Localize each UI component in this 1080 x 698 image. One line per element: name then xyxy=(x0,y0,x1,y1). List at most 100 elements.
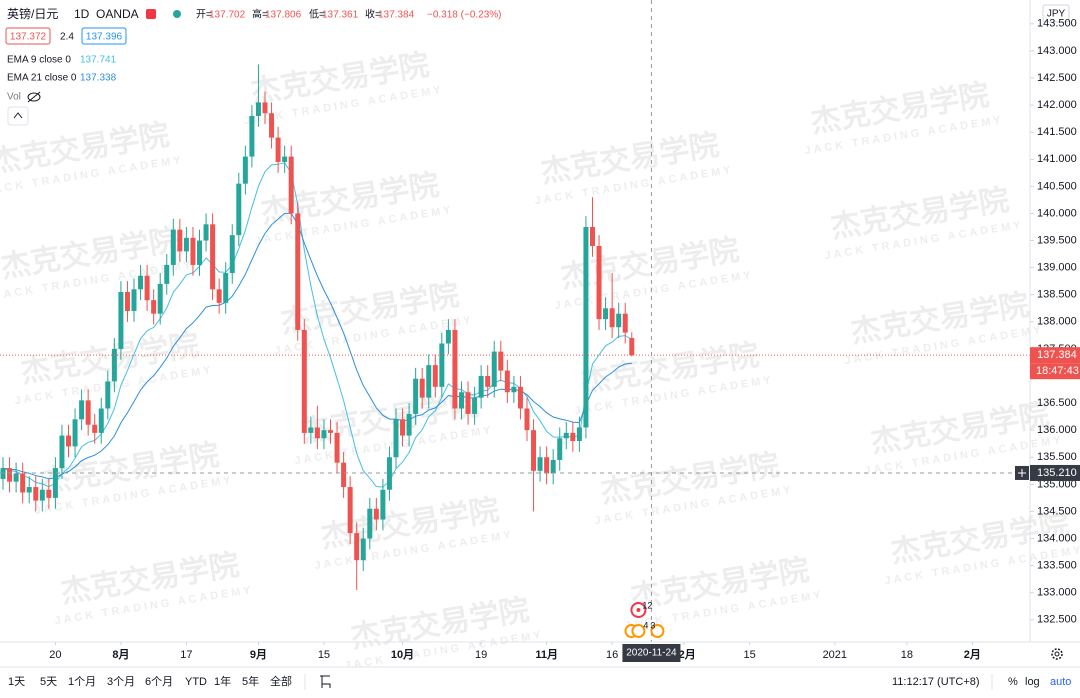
y-tick-label: 138.000 xyxy=(1037,316,1077,328)
range-button[interactable]: 1年 xyxy=(214,674,231,688)
candle-body xyxy=(563,432,569,439)
flag-icon[interactable] xyxy=(146,9,156,19)
last-price: 137.384 xyxy=(1037,349,1077,361)
x-tick-label: 2月 xyxy=(964,648,981,661)
x-tick-label: 16 xyxy=(606,649,618,661)
option[interactable]: auto xyxy=(1050,676,1071,688)
candle-body xyxy=(557,438,563,460)
y-tick-label: 143.000 xyxy=(1037,45,1077,57)
y-tick-label: 142.500 xyxy=(1037,72,1077,84)
candle-body xyxy=(39,489,45,501)
last-price-tag xyxy=(1030,347,1080,364)
ema-line xyxy=(2,212,632,480)
volume-label: Vol xyxy=(7,92,21,103)
candle-body xyxy=(445,329,451,344)
hidden-eye-icon[interactable] xyxy=(27,91,41,103)
candle-body xyxy=(79,400,85,420)
candle-body xyxy=(164,264,170,284)
event-marker[interactable] xyxy=(650,624,665,638)
bid-box[interactable] xyxy=(5,27,51,45)
y-tick-label: 141.000 xyxy=(1037,153,1077,165)
candle-body xyxy=(314,427,320,439)
event-marker[interactable] xyxy=(631,624,646,638)
x-tick-label: 9月 xyxy=(250,648,267,661)
candle-body xyxy=(406,413,412,436)
settings-icon[interactable] xyxy=(1051,648,1063,660)
candle-body xyxy=(13,473,19,482)
candle-body xyxy=(269,113,275,138)
x-tick-label: 19 xyxy=(475,649,487,661)
candle-body xyxy=(33,487,39,501)
candle-body xyxy=(426,365,432,398)
candle-body xyxy=(570,432,576,442)
y-tick-label: 139.000 xyxy=(1037,262,1077,274)
candle-body xyxy=(452,329,458,409)
event-dot xyxy=(636,608,641,612)
candle-body xyxy=(216,289,222,303)
x-tick-label: 20 xyxy=(49,649,61,661)
candle-body xyxy=(629,337,635,356)
candle-body xyxy=(537,457,543,471)
option[interactable]: log xyxy=(1025,676,1040,688)
candle-body xyxy=(491,351,497,387)
candle-body xyxy=(118,292,124,349)
clock: 11:12:17 (UTC+8) xyxy=(892,676,980,688)
range-button[interactable]: 3个月 xyxy=(107,675,135,688)
ask-box[interactable] xyxy=(81,27,127,45)
candle-body xyxy=(347,487,353,534)
range-button[interactable]: 5年 xyxy=(242,674,259,688)
ema-line xyxy=(2,162,633,488)
candle-body xyxy=(249,115,255,157)
y-tick-label: 143.500 xyxy=(1037,18,1077,30)
option[interactable]: % xyxy=(1008,676,1018,688)
y-tick-label: 141.500 xyxy=(1037,126,1077,138)
candle-body xyxy=(603,308,609,320)
interval: 1D xyxy=(74,7,90,21)
collapse-button[interactable] xyxy=(7,106,29,126)
candle-body xyxy=(177,229,183,252)
change: −0.318 (−0.23%) xyxy=(427,10,502,21)
candle-body xyxy=(465,392,471,414)
candle-body xyxy=(92,424,98,433)
range-button[interactable]: 全部 xyxy=(270,674,292,688)
candle-body xyxy=(203,224,209,241)
candle-body xyxy=(576,427,582,442)
event-count: 3 xyxy=(650,620,655,630)
candle-body xyxy=(308,427,314,433)
ohlc-label: 开= xyxy=(196,10,212,21)
candle-body xyxy=(210,224,216,290)
candle-body xyxy=(341,462,347,488)
y-tick-label: 135.500 xyxy=(1037,451,1077,463)
range-button[interactable]: 6个月 xyxy=(145,675,173,688)
candle-body xyxy=(504,370,510,393)
candle-body xyxy=(393,419,399,458)
goto-date-icon[interactable] xyxy=(320,675,331,688)
legend-header: 英镑/日元 1D OANDA 开= 137.702 高= 137.806 低= … xyxy=(5,6,502,126)
candle-body xyxy=(229,235,235,274)
y-tick-label: 132.500 xyxy=(1037,614,1077,626)
candle-body xyxy=(242,156,248,184)
candle-body xyxy=(544,457,550,474)
candle-body xyxy=(131,289,137,311)
range-button[interactable]: 1天 xyxy=(8,676,25,688)
y-tick-label: 133.000 xyxy=(1037,587,1077,599)
crosshair-price-tag xyxy=(1030,464,1080,481)
x-tick-label: 10月 xyxy=(391,648,414,661)
candle-body xyxy=(609,308,615,328)
candle-body xyxy=(223,273,229,303)
candle-body xyxy=(367,508,373,539)
indicator-value: 137.338 xyxy=(80,73,117,84)
x-tick-label: 15 xyxy=(744,649,756,661)
price-axis: 132.500 133.000 133.500 134.000 134.500 135.0… xyxy=(1030,18,1077,626)
range-button[interactable]: YTD xyxy=(185,676,207,688)
range-button[interactable]: 5天 xyxy=(40,676,57,688)
ohlc-value: 137.361 xyxy=(322,10,359,21)
bid: 137.372 xyxy=(10,32,47,43)
range-button[interactable]: 1个月 xyxy=(68,675,96,688)
